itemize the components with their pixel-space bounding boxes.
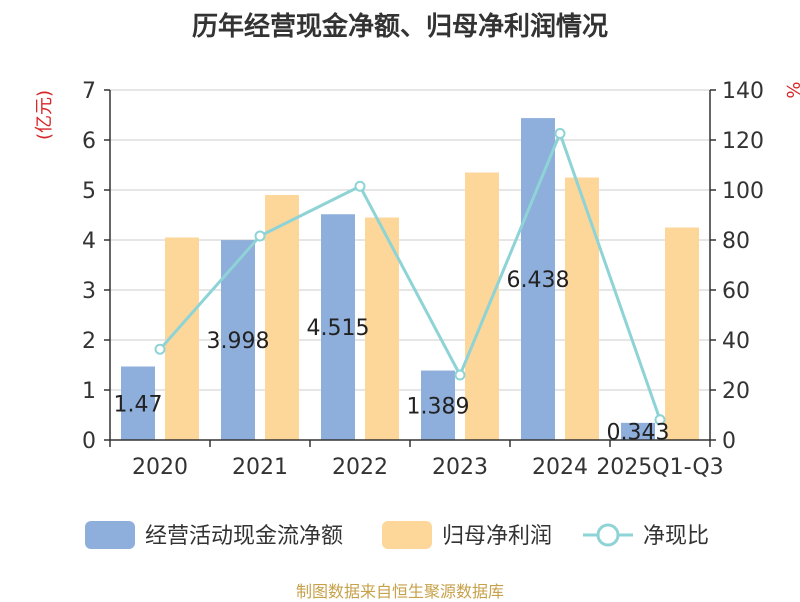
bar-cash-flow <box>321 214 355 440</box>
ratio-point <box>354 180 366 192</box>
ratio-point <box>154 343 166 355</box>
data-label-cash-flow: 1.389 <box>407 394 470 419</box>
bar-cash-flow <box>421 370 455 440</box>
data-label-cash-flow: 0.343 <box>607 420 670 445</box>
ratio-point <box>654 414 666 426</box>
y-tick-label: 6 <box>82 129 96 154</box>
legend-swatch-profit <box>382 521 432 549</box>
y-tick-label: 0 <box>82 429 96 454</box>
bar-net-profit <box>565 177 599 440</box>
ratio-point <box>454 369 466 381</box>
ratio-line <box>154 128 666 426</box>
bar-cash-flow <box>621 422 655 440</box>
x-tick-label: 2021 <box>232 455 288 480</box>
y2-tick-label: 60 <box>722 279 750 304</box>
x-tick-label: 2022 <box>332 455 388 480</box>
y-tick-label: 7 <box>82 79 96 104</box>
ratio-point <box>254 230 266 242</box>
y2-tick-label: 0 <box>722 429 736 454</box>
bar-net-profit <box>365 217 399 440</box>
data-label-cash-flow: 1.47 <box>114 392 163 417</box>
y2-tick-label: 40 <box>722 329 750 354</box>
data-labels: 1.47 3.998 4.515 1.389 6.438 0.343 <box>114 268 670 445</box>
y2-tick-label: 100 <box>722 179 764 204</box>
ratio-polyline <box>158 129 662 421</box>
bar-net-profit <box>465 172 499 440</box>
x-tick-label: 2020 <box>132 455 188 480</box>
legend-swatch-cash <box>85 521 135 549</box>
bar-cash-flow <box>121 366 155 440</box>
bar-net-profit <box>665 227 699 440</box>
y2-tick-label: 80 <box>722 229 750 254</box>
y2-tick-label: 120 <box>722 129 764 154</box>
y-tick-label: 5 <box>82 179 96 204</box>
y-tick-label: 4 <box>82 229 96 254</box>
axes: 0 1 2 3 4 5 6 7 0 20 40 60 80 100 120 140 2020 2021 2022 20… <box>82 79 764 480</box>
y-tick-label: 2 <box>82 329 96 354</box>
y-tick-label: 3 <box>82 279 96 304</box>
data-label-cash-flow: 4.515 <box>307 316 370 341</box>
grid-lines <box>110 89 710 391</box>
bar-net-profit <box>265 195 299 440</box>
y2-axis-label: % <box>782 81 800 98</box>
legend-label-ratio: 净现比 <box>643 524 709 549</box>
chart-title: 历年经营现金净额、归母净利润情况 <box>191 12 608 42</box>
x-tick-label: 2024 <box>532 455 588 480</box>
ratio-point <box>554 128 566 139</box>
source-note: 制图数据来自恒生聚源数据库 <box>295 582 504 601</box>
data-label-cash-flow: 3.998 <box>207 329 270 354</box>
x-tick-label: 2023 <box>432 455 488 480</box>
legend-marker-ratio <box>596 523 620 547</box>
legend: 经营活动现金流净额 归母净利润 净现比 <box>85 521 709 549</box>
y2-tick-label: 140 <box>722 79 764 104</box>
y-axis-label: (亿元) <box>34 90 55 140</box>
bar-cash-flow <box>521 118 555 440</box>
y2-tick-label: 20 <box>722 379 750 404</box>
legend-label-cash: 经营活动现金流净额 <box>145 524 343 549</box>
x-tick-label: 2025Q1-Q3 <box>596 455 723 480</box>
legend-label-profit: 归母净利润 <box>442 524 552 549</box>
data-label-cash-flow: 6.438 <box>507 268 570 293</box>
y-tick-label: 1 <box>82 379 96 404</box>
